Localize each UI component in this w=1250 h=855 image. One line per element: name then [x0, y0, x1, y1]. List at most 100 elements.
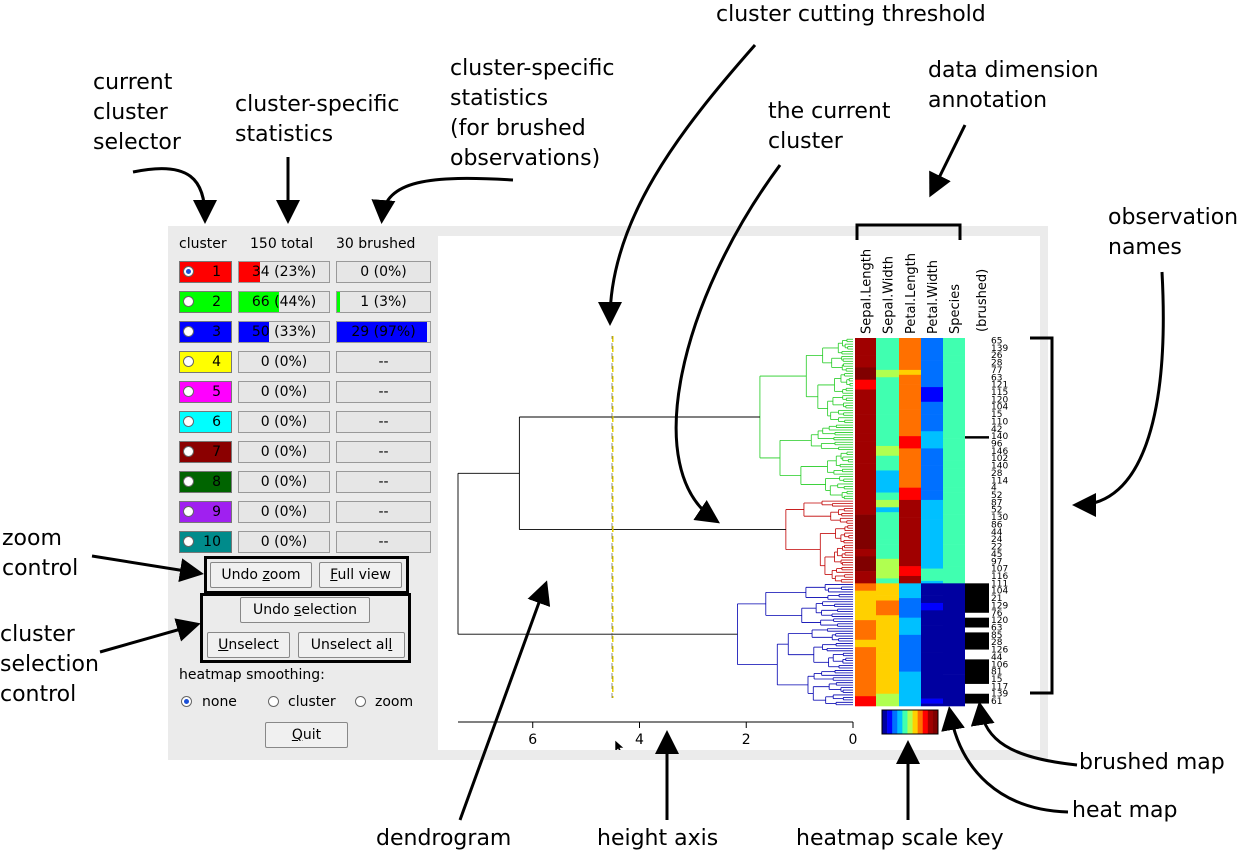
observation-name: 97: [991, 557, 1002, 567]
heatmap-cell: [921, 499, 943, 520]
observation-name: 111: [991, 579, 1008, 589]
total-stat-bar: [239, 262, 260, 282]
cluster-radio-icon[interactable]: [183, 326, 194, 337]
smoothing-none-radio[interactable]: [181, 696, 192, 707]
observation-name: 107: [991, 565, 1008, 575]
heatmap-cell: [921, 519, 943, 530]
heatmap-cell: [899, 583, 921, 599]
heatmap-cell: [899, 391, 921, 410]
heatmap-cell: [899, 556, 921, 567]
cluster-selector-5[interactable]: 5: [179, 381, 232, 403]
smoothing-zoom-label: zoom: [375, 694, 414, 710]
heatmap-cell: [943, 634, 965, 641]
cluster-number: 6: [212, 414, 221, 430]
plot-area[interactable]: 65 139 26 28 77 63 121 115 120 104 15 110 42 140 96 146…: [438, 236, 1040, 756]
cluster-selector-1[interactable]: 1: [179, 261, 232, 283]
quit-button[interactable]: Quit: [265, 722, 348, 748]
dimension-label: Petal.Length: [904, 253, 919, 334]
heatmap-cell: [876, 414, 899, 432]
smoothing-cluster-radio[interactable]: [268, 696, 279, 707]
observation-name: 120: [991, 616, 1008, 626]
cluster-selector-4[interactable]: 4: [179, 351, 232, 373]
axis-tick-label: 0: [849, 732, 858, 748]
scale-key-border: [881, 709, 939, 735]
heatmap-cell: [855, 338, 876, 356]
heatmap-cell: [921, 583, 943, 596]
cluster-selector-7[interactable]: 7: [179, 441, 232, 463]
cluster-brushed-stat: --: [336, 501, 431, 523]
cluster-brushed-stat: --: [336, 531, 431, 553]
unselect-button[interactable]: Unselect: [207, 632, 290, 658]
heatmap-cell: [899, 458, 921, 471]
cluster-brushed-stat: 0 (0%): [336, 261, 431, 283]
cluster-radio-icon[interactable]: [183, 536, 194, 547]
cluster-radio-icon[interactable]: [183, 386, 194, 397]
heatmap-cell: [855, 514, 876, 535]
heatmap-cell: [943, 674, 965, 682]
heatmap-cell: [921, 595, 943, 604]
heatmap-cell: [921, 387, 943, 403]
dendrogram[interactable]: [457, 338, 853, 706]
cluster-selector-6[interactable]: 6: [179, 411, 232, 433]
heatmap-cell: [943, 406, 965, 417]
heatmap-cell: [876, 470, 899, 486]
heatmap-cell: [876, 629, 899, 641]
undo-selection-button[interactable]: Undo selection: [240, 597, 370, 623]
unselect-all-button[interactable]: Unselect all: [298, 632, 405, 658]
cluster-radio-icon[interactable]: [183, 356, 194, 367]
heatmap-scale-key: [881, 709, 939, 735]
heatmap-cell: [899, 575, 921, 584]
scale-key-swatch: [902, 710, 908, 734]
cluster-total-stat: 0 (0%): [238, 351, 330, 373]
cluster-radio-icon[interactable]: [183, 506, 194, 517]
heatmap-cell: [876, 499, 899, 508]
brushed-stat-text: --: [378, 414, 389, 430]
brushed-mark: [965, 436, 989, 439]
observation-name: 81: [991, 668, 1002, 678]
annotation-heatmap-scale-key: heatmap scale key: [796, 826, 1004, 851]
heatmap-cell: [876, 338, 899, 351]
brushed-map: [965, 436, 989, 704]
heatmap-cell: [943, 661, 965, 675]
observation-name: 102: [991, 454, 1008, 464]
observation-name: 115: [991, 388, 1008, 398]
cluster-radio-icon[interactable]: [183, 266, 194, 277]
smoothing-zoom-radio[interactable]: [355, 696, 366, 707]
heatmap-cell: [943, 438, 965, 452]
observation-name: 85: [991, 631, 1002, 641]
heatmap-cell: [855, 441, 876, 452]
cluster-radio-icon[interactable]: [183, 476, 194, 487]
heatmap-cell: [855, 696, 876, 707]
cluster-radio-icon[interactable]: [183, 416, 194, 427]
heatmap-cell: [899, 487, 921, 501]
heatmap-cell: [855, 534, 876, 550]
brushed-stat-text: --: [378, 384, 389, 400]
heatmap-cell: [921, 414, 943, 420]
heatmap-cell: [876, 507, 899, 513]
cluster-selector-2[interactable]: 2: [179, 291, 232, 313]
cluster-selector-10[interactable]: 10: [179, 531, 232, 553]
heatmap-cell: [876, 377, 899, 398]
full-view-button[interactable]: Full view: [319, 562, 402, 588]
brushed-stat-text: 0 (0%): [360, 264, 407, 280]
scale-key-swatch: [897, 710, 903, 734]
cluster-brushed-stat: --: [336, 441, 431, 463]
heatmap-cell: [876, 396, 899, 415]
observation-name: 22: [991, 543, 1002, 553]
total-stat-text: 0 (0%): [260, 414, 308, 430]
header-brushed: 30 brushed: [336, 236, 416, 252]
heatmap-cell: [855, 389, 876, 395]
plot-canvas[interactable]: 6513926287763121115120104151104214096146…: [438, 236, 1040, 756]
heatmap-cell: [899, 448, 921, 459]
cluster-selector-8[interactable]: 8: [179, 471, 232, 493]
dimension-label: Sepal.Length: [860, 249, 875, 334]
undo-zoom-button[interactable]: Undo zoom: [210, 562, 312, 588]
brushed-stat-text: --: [378, 354, 389, 370]
heatmap-cell: [899, 504, 921, 518]
observation-name: 65: [991, 336, 1002, 346]
cluster-radio-icon[interactable]: [183, 296, 194, 307]
cluster-radio-icon[interactable]: [183, 446, 194, 457]
cluster-selector-3[interactable]: 3: [179, 321, 232, 343]
heatmap-cell: [876, 558, 899, 579]
cluster-selector-9[interactable]: 9: [179, 501, 232, 523]
